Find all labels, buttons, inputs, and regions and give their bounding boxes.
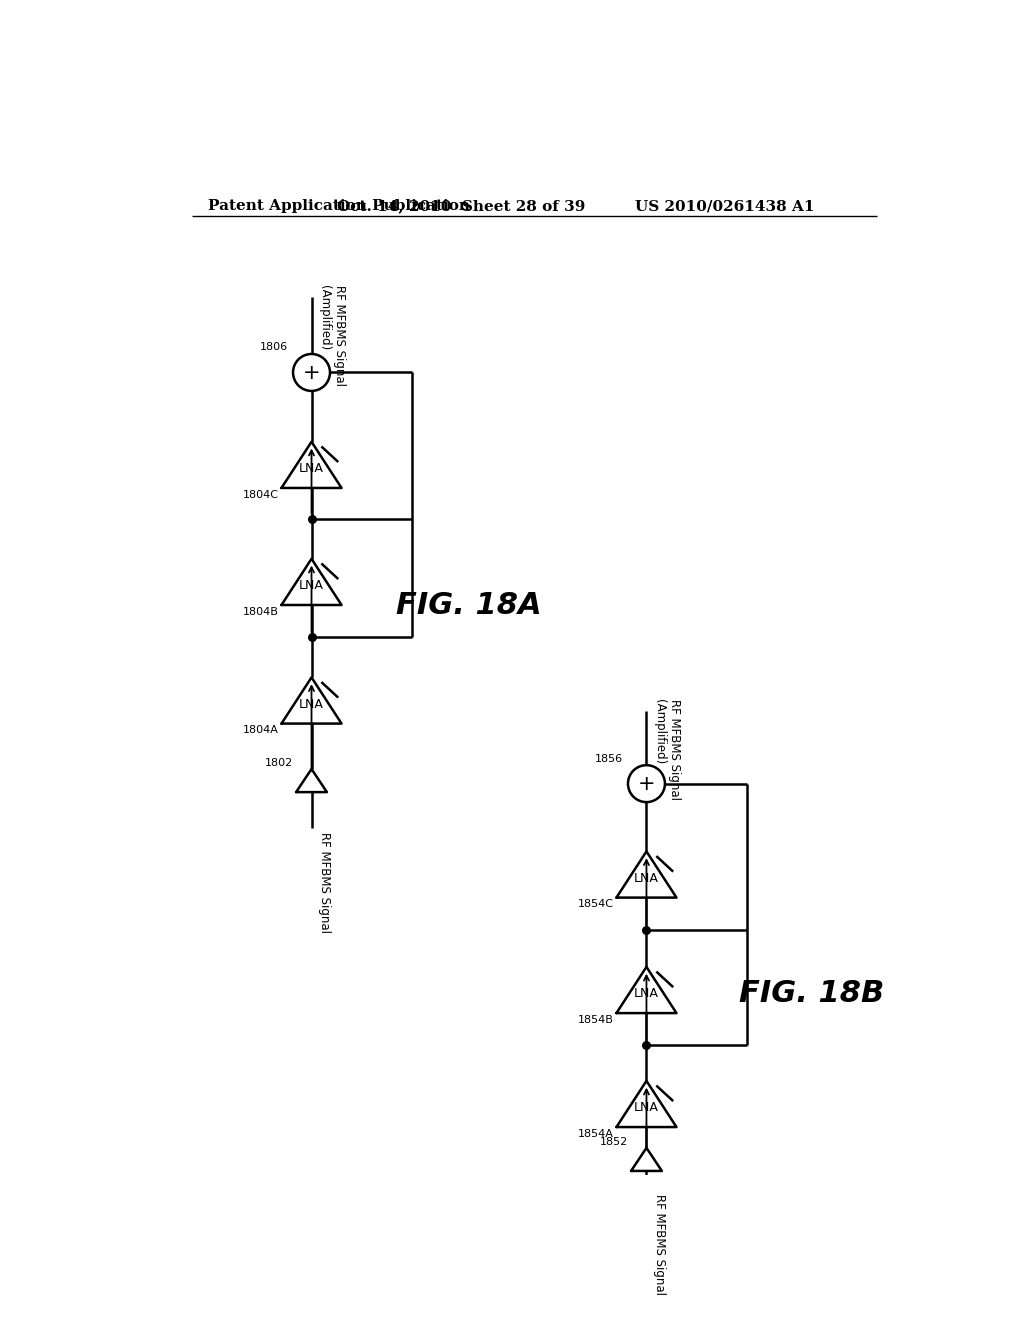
Text: RF MFBMS Signal
(Amplified): RF MFBMS Signal (Amplified) [652,700,681,800]
Text: 1854B: 1854B [578,1015,613,1024]
Text: 1804A: 1804A [243,725,279,735]
Text: 1854C: 1854C [578,899,613,909]
Text: 1856: 1856 [595,754,624,763]
Text: 1802: 1802 [265,758,293,768]
Text: +: + [638,775,655,795]
Text: RF MFBMS Signal: RF MFBMS Signal [652,1195,666,1295]
Text: LNA: LNA [299,698,324,711]
Text: 1804B: 1804B [243,607,279,616]
Text: LNA: LNA [634,1101,658,1114]
Text: RF MFBMS Signal: RF MFBMS Signal [317,832,331,933]
Text: LNA: LNA [634,871,658,884]
Text: 1804C: 1804C [243,490,279,499]
Text: FIG. 18A: FIG. 18A [396,590,542,619]
Text: FIG. 18B: FIG. 18B [739,979,884,1008]
Text: 1806: 1806 [260,342,289,352]
Text: 1852: 1852 [600,1137,628,1147]
Text: Patent Application Publication: Patent Application Publication [208,199,470,213]
Text: RF MFBMS Signal
(Amplified): RF MFBMS Signal (Amplified) [317,285,346,385]
Text: LNA: LNA [299,462,324,475]
Text: US 2010/0261438 A1: US 2010/0261438 A1 [635,199,814,213]
Text: LNA: LNA [634,987,658,1001]
Text: 1854A: 1854A [578,1129,613,1139]
Text: Oct. 14, 2010  Sheet 28 of 39: Oct. 14, 2010 Sheet 28 of 39 [338,199,586,213]
Text: +: + [303,363,321,383]
Text: LNA: LNA [299,579,324,593]
